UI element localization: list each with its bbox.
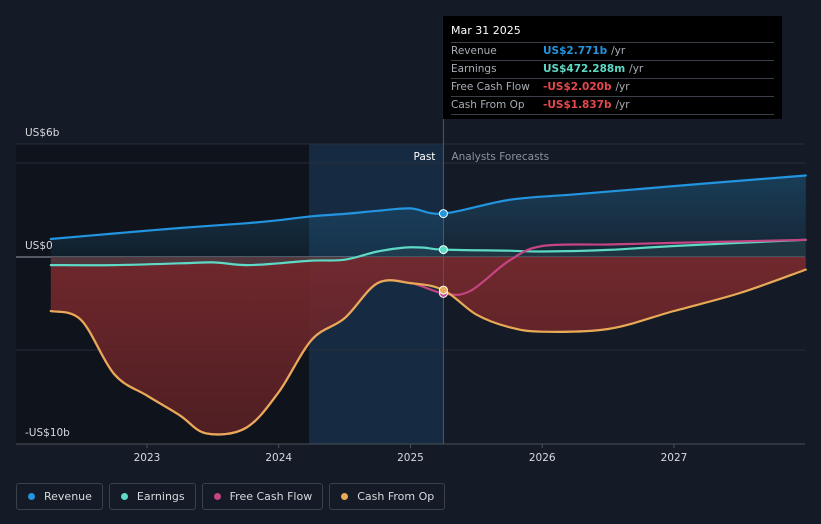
legend-label: Free Cash Flow xyxy=(229,490,313,503)
legend: Revenue Earnings Free Cash Flow Cash Fro… xyxy=(16,483,446,510)
earnings-marker xyxy=(438,245,448,255)
revenue-marker xyxy=(438,209,448,219)
legend-item-earnings[interactable]: Earnings xyxy=(108,483,196,510)
forecast-label: Analysts Forecasts xyxy=(451,151,549,163)
tooltip-value: US$472.288m xyxy=(543,63,626,75)
y-axis-bottom-label: -US$10b xyxy=(25,427,70,439)
y-axis-top-label: US$6b xyxy=(25,127,60,139)
x-tick-label: 2023 xyxy=(134,452,161,464)
cash-from-op-marker xyxy=(438,285,448,295)
past-label: Past xyxy=(414,151,436,163)
cash-from-op-area xyxy=(50,257,806,435)
tooltip-date: Mar 31 2025 xyxy=(451,24,521,37)
hover-tooltip: Mar 31 2025 Revenue US$2.771b /yr Earnin… xyxy=(443,16,782,119)
tooltip-label: Earnings xyxy=(451,63,497,75)
tooltip-unit: /yr xyxy=(629,63,644,75)
y-axis-zero-label: US$0 xyxy=(25,240,53,252)
tooltip-row-free-cash-flow: Free Cash Flow -US$2.020b /yr xyxy=(451,78,774,96)
legend-dot-icon xyxy=(341,493,349,500)
x-tick-label: 2024 xyxy=(265,452,292,464)
revenue-line xyxy=(49,174,807,241)
legend-dot-icon xyxy=(120,493,128,500)
tooltip-unit: /yr xyxy=(615,99,630,111)
hover-markers xyxy=(438,209,448,298)
legend-item-free-cash-flow[interactable]: Free Cash Flow xyxy=(201,483,324,510)
tooltip-unit: /yr xyxy=(611,45,626,57)
area-fills xyxy=(50,175,806,435)
x-tick-label: 2025 xyxy=(397,452,424,464)
revenue-area xyxy=(50,175,806,257)
legend-item-revenue[interactable]: Revenue xyxy=(16,483,103,510)
legend-label: Cash From Op xyxy=(357,490,435,503)
tooltip-label: Cash From Op xyxy=(451,99,525,111)
tooltip-unit: /yr xyxy=(615,81,630,93)
tooltip-row-cash-from-op: Cash From Op -US$1.837b /yr xyxy=(451,96,774,115)
series-lines xyxy=(49,174,807,436)
x-tick-label: 2026 xyxy=(529,452,556,464)
tooltip-value: -US$2.020b xyxy=(543,81,612,93)
axis-labels: US$6b US$0 -US$10b Past Analysts Forecasts 20… xyxy=(25,127,687,464)
legend-item-cash-from-op[interactable]: Cash From Op xyxy=(329,483,446,510)
chart: US$6b US$0 -US$10b Past Analysts Forecasts 20… xyxy=(16,16,807,464)
legend-dot-icon xyxy=(213,493,221,500)
tooltip-value: US$2.771b xyxy=(543,45,608,57)
cash-from-op-line xyxy=(49,268,807,436)
legend-label: Revenue xyxy=(44,490,92,503)
earnings-line xyxy=(49,238,807,267)
tooltip-label: Revenue xyxy=(451,45,497,57)
tooltip-row-revenue: Revenue US$2.771b /yr xyxy=(451,42,774,60)
tooltip-value: -US$1.837b xyxy=(543,99,612,111)
tooltip-row-earnings: Earnings US$472.288m /yr xyxy=(451,60,774,78)
legend-label: Earnings xyxy=(136,490,185,503)
legend-dot-icon xyxy=(28,493,35,500)
earnings-area xyxy=(50,239,806,266)
tooltip-label: Free Cash Flow xyxy=(451,81,530,93)
x-tick-label: 2027 xyxy=(661,452,688,464)
